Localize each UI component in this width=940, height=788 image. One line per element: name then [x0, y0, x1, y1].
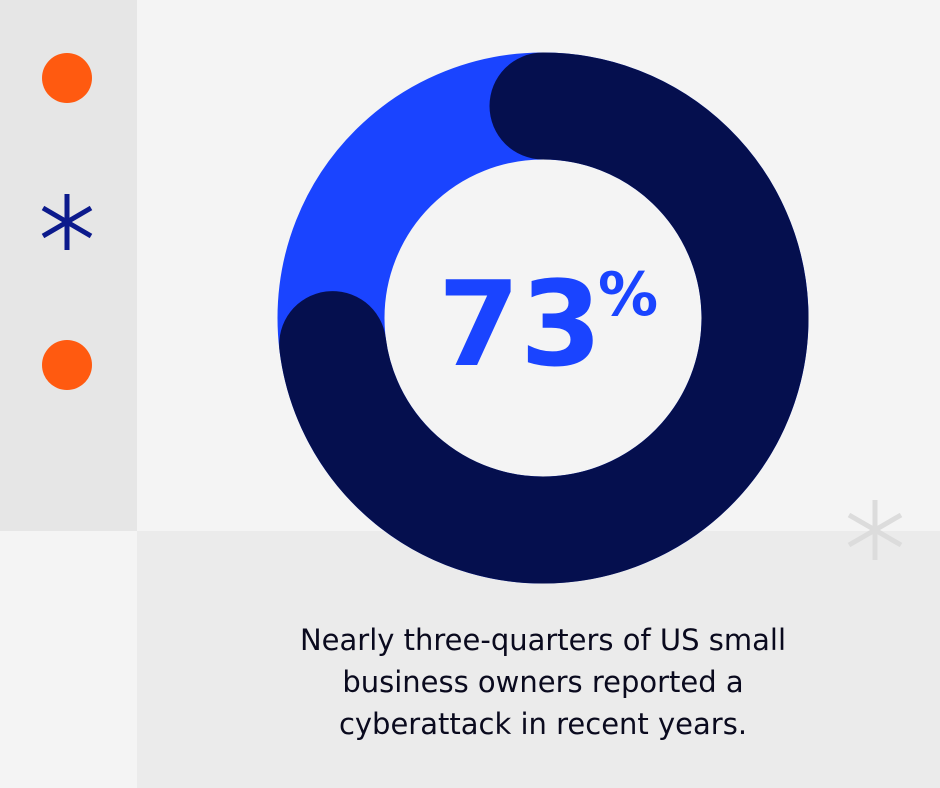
caption-line: cyberattack in recent years. — [339, 707, 747, 741]
decor-badge — [42, 340, 92, 390]
center-value: 73 — [438, 255, 602, 393]
caption-line: Nearly three-quarters of US small — [300, 623, 786, 657]
donut-chart — [277, 52, 809, 584]
decor-asterisk-light — [847, 500, 903, 560]
caption: Nearly three-quarters of US small busines… — [300, 623, 786, 741]
donut-arc — [279, 52, 809, 584]
decor-asterisk — [41, 194, 93, 250]
caption-line: business owners reported a — [342, 665, 743, 699]
decor-badge — [42, 53, 92, 103]
center-unit: % — [598, 260, 658, 330]
